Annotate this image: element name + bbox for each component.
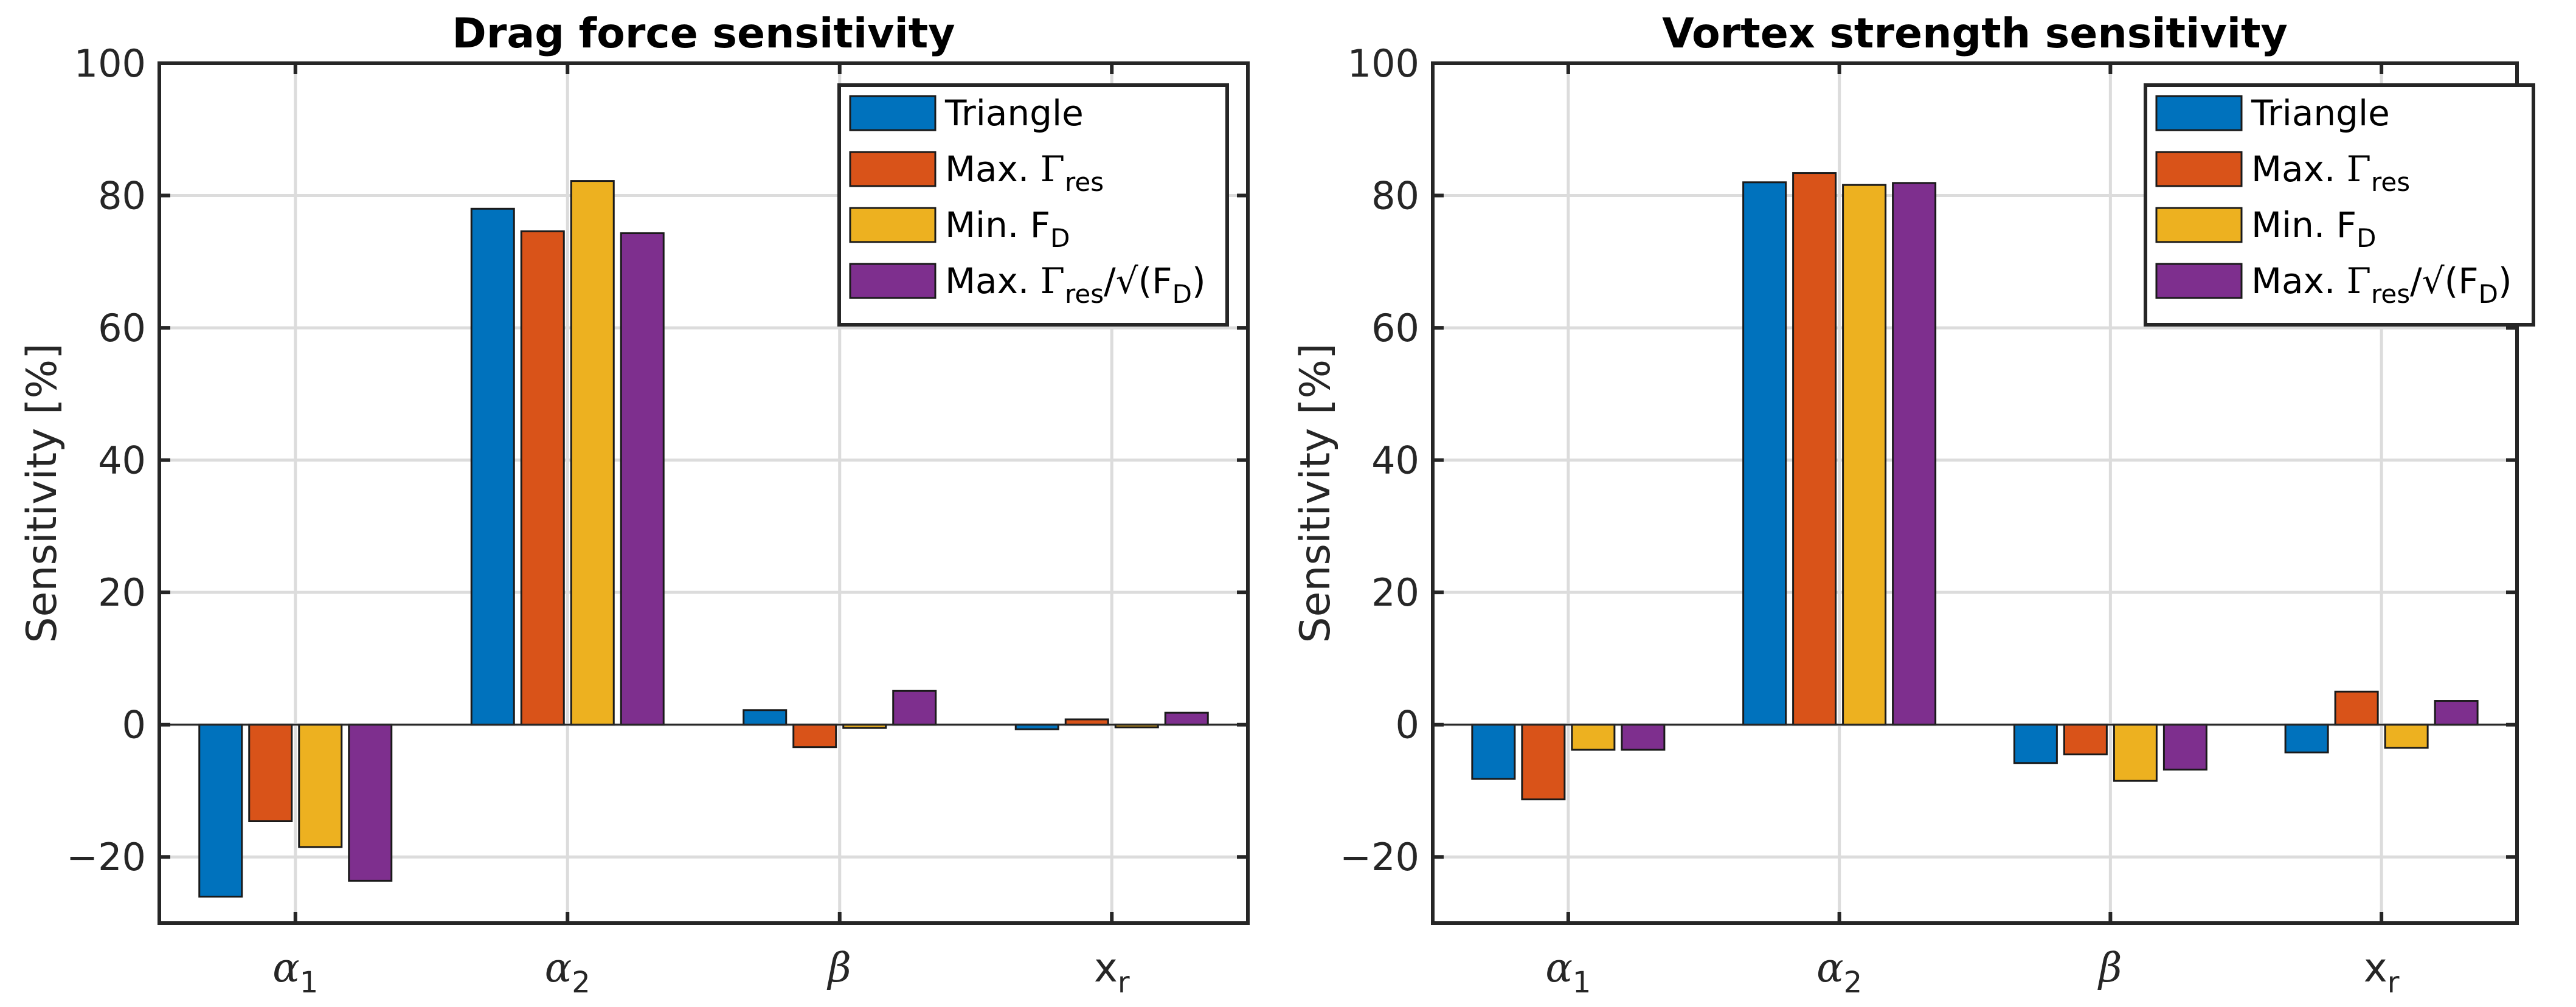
y-tick-label: 40 (98, 438, 146, 483)
bar (470, 207, 515, 726)
legend-swatch (2155, 263, 2243, 299)
y-tick-label: 80 (98, 174, 146, 218)
y-tick-label: −20 (1340, 835, 1419, 879)
y-tick-label: 60 (98, 306, 146, 350)
bar (792, 724, 837, 749)
x-tick-label: α1 (1545, 944, 1591, 1000)
y-tick-label: 20 (98, 570, 146, 615)
legend-label: Max. Γres/√(FD) (2251, 260, 2512, 309)
legend-label: Max. Γres (2251, 148, 2410, 197)
bar (298, 724, 343, 848)
vortex-strength-chart: −20 0 20 40 60 80 100 α1 α2 β xr Vortex strength se… (1292, 10, 2535, 1000)
bar (2334, 690, 2379, 726)
y-tick-label: −20 (66, 835, 146, 879)
bar (1792, 172, 1837, 726)
bar (2162, 724, 2207, 771)
legend-swatch (2155, 95, 2243, 131)
x-tick-label: β (2097, 944, 2122, 991)
bar (1571, 724, 1616, 751)
y-axis-label: Sensitivity [%] (18, 343, 66, 643)
bar (248, 724, 293, 822)
legend-label: Max. Γres/√(FD) (945, 260, 1206, 309)
bar (1892, 182, 1937, 726)
y-tick-label: 0 (122, 703, 146, 747)
bar (570, 180, 615, 726)
plot-frame (1431, 61, 2519, 925)
bar (892, 690, 937, 726)
y-tick-label: 20 (1371, 570, 1419, 615)
bar (1471, 724, 1516, 780)
x-tick-label: xr (2364, 944, 2400, 1000)
bar (520, 230, 565, 726)
x-tick-label: xr (1094, 944, 1130, 1000)
y-tick-label: 100 (74, 41, 146, 86)
bar (198, 724, 243, 898)
legend-swatch (2155, 151, 2243, 187)
legend-label: Max. Γres (945, 148, 1104, 197)
x-tick-label: α2 (545, 944, 590, 1000)
legend-label: Min. FD (945, 204, 1070, 253)
y-tick-label: 60 (1371, 306, 1419, 350)
legend-swatch (849, 151, 937, 187)
y-tick-label: 100 (1348, 41, 1419, 86)
legend: Triangle Max. Γres Min. FD Max. Γres/√(FD) (837, 83, 1229, 327)
x-tick-label: α1 (272, 944, 318, 1000)
bar (2063, 724, 2108, 756)
y-tick-label: 80 (1371, 174, 1419, 218)
legend-label: Triangle (944, 92, 1084, 134)
bar (2284, 724, 2329, 753)
bar (2113, 724, 2158, 782)
legend: Triangle Max. Γres Min. FD Max. Γres/√(FD) (2144, 83, 2535, 327)
bar (1842, 184, 1887, 726)
y-tick-label: 40 (1371, 438, 1419, 483)
bar (2384, 724, 2429, 749)
chart-title: Vortex strength sensitivity (1662, 10, 2288, 58)
bar (620, 232, 665, 726)
bar (348, 724, 393, 882)
bar (1521, 724, 1566, 801)
legend-swatch (2155, 207, 2243, 243)
legend-label: Triangle (2251, 92, 2390, 134)
legend-swatch (849, 263, 937, 299)
chart-title: Drag force sensitivity (452, 10, 955, 58)
drag-force-chart: −20 0 20 40 60 80 100 α1 α2 β xr Drag force sensiti… (18, 10, 1250, 1000)
bar (2434, 700, 2479, 726)
bar (743, 709, 788, 726)
x-tick-label: α2 (1816, 944, 1862, 1000)
plot-frame (158, 61, 1250, 925)
bar (2013, 724, 2058, 764)
bar (1164, 711, 1209, 726)
bar (1621, 724, 1666, 751)
y-tick-label: 0 (1396, 703, 1419, 747)
y-axis-label: Sensitivity [%] (1292, 343, 1340, 643)
x-tick-label: β (826, 944, 851, 991)
legend-swatch (849, 207, 937, 243)
legend-label: Min. FD (2251, 204, 2377, 253)
legend-swatch (849, 95, 937, 131)
bar (1742, 181, 1787, 726)
